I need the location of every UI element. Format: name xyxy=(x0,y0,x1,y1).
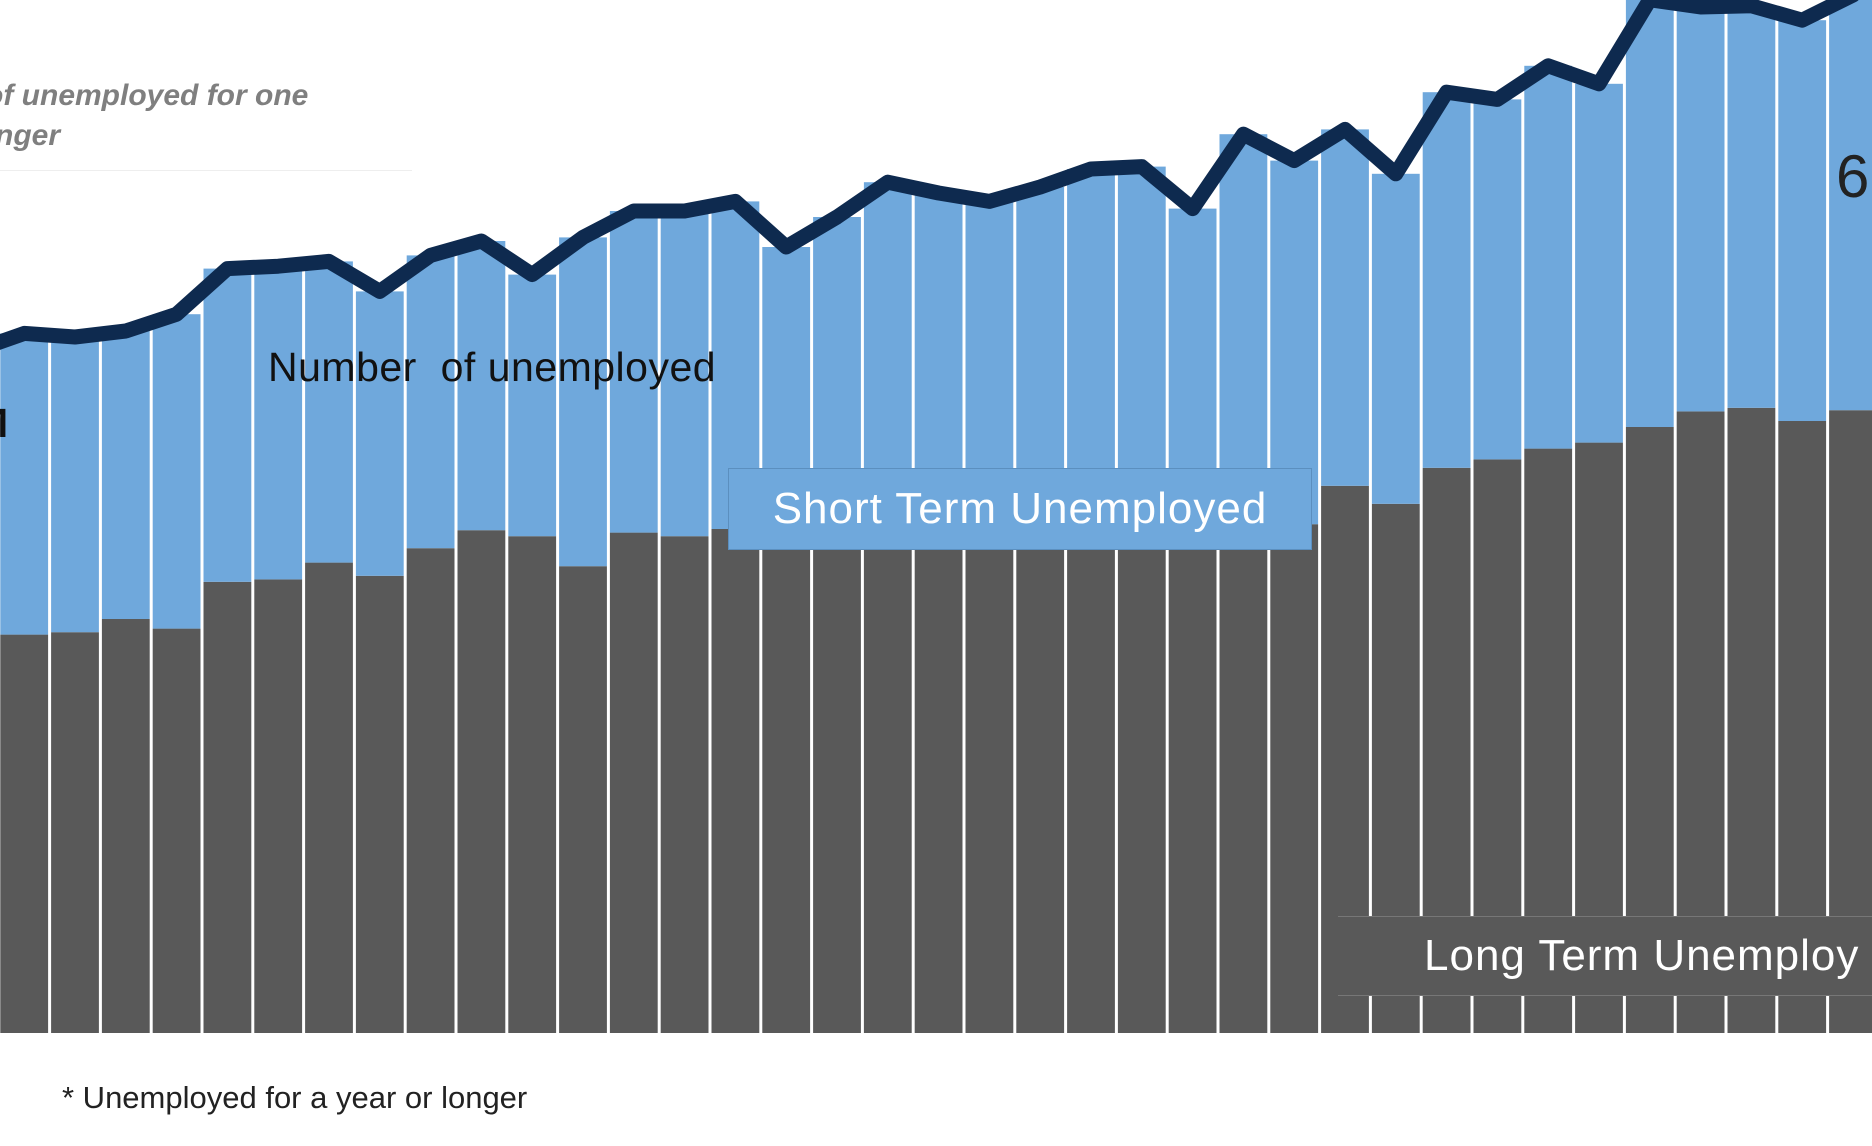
long-term-bar xyxy=(203,581,252,1033)
short-term-bar xyxy=(508,274,557,537)
short-term-bar xyxy=(1473,99,1522,460)
short-term-bar xyxy=(152,314,201,629)
long-term-bar xyxy=(152,628,201,1033)
long-term-bar xyxy=(813,542,861,1033)
long-term-bar xyxy=(101,619,150,1033)
long-term-bar xyxy=(1168,535,1217,1033)
long-term-bar xyxy=(559,566,607,1033)
long-term-bar xyxy=(305,562,353,1033)
long-term-bar xyxy=(1219,496,1268,1034)
short-term-bar xyxy=(1371,173,1420,504)
legend-text-value: ber of unemployed for one or longer xyxy=(0,79,309,152)
short-term-bar xyxy=(863,182,912,523)
short-term-bar xyxy=(1270,160,1319,525)
short-term-bar xyxy=(355,291,404,576)
short-term-bar xyxy=(1422,92,1471,468)
short-term-bar xyxy=(1219,134,1268,497)
start-value-label: M xyxy=(0,400,8,447)
total-line-label: Number of unemployed xyxy=(268,344,717,390)
long-term-bar xyxy=(406,548,455,1033)
long-term-bar xyxy=(1270,524,1319,1033)
short-term-bar xyxy=(1575,83,1623,443)
long-term-bar xyxy=(1016,520,1065,1033)
long-term-label: Long Term Unemploy xyxy=(1338,916,1872,996)
long-term-bar xyxy=(457,530,506,1033)
short-term-bar xyxy=(1625,0,1674,428)
footnote: * Unemployed for a year or longer xyxy=(62,1080,528,1115)
long-term-bar xyxy=(660,536,709,1033)
short-term-bar xyxy=(1321,129,1369,486)
legend-box xyxy=(0,66,412,171)
end-value-label: 6 xyxy=(1836,143,1870,210)
long-term-bar xyxy=(254,579,303,1033)
long-term-bar xyxy=(762,536,811,1033)
long-term-bar xyxy=(711,529,760,1033)
long-term-bar xyxy=(355,575,404,1033)
long-term-bar xyxy=(0,634,49,1033)
short-term-bar xyxy=(1016,187,1065,521)
line-layer xyxy=(0,0,1859,350)
long-term-bar xyxy=(51,632,99,1033)
short-term-bar xyxy=(51,337,99,633)
short-term-bar xyxy=(457,241,506,531)
short-term-label: Short Term Unemployed xyxy=(728,468,1312,550)
short-term-bar xyxy=(660,211,709,537)
short-term-bar xyxy=(406,255,455,549)
short-term-bar xyxy=(203,268,252,582)
bars-layer xyxy=(0,0,1872,1034)
short-term-bar xyxy=(1829,0,1872,411)
short-term-bar xyxy=(609,211,658,533)
total-unemployed-line xyxy=(0,0,1859,350)
short-term-bar xyxy=(1524,65,1573,449)
short-term-bar xyxy=(254,266,303,580)
long-term-bar xyxy=(1117,511,1166,1033)
long-term-bar xyxy=(508,536,557,1033)
long-term-bar xyxy=(1067,512,1115,1033)
short-term-bar xyxy=(1067,169,1115,513)
short-term-bar xyxy=(1727,5,1776,408)
legend-text: ber of unemployed for one or longer xyxy=(0,76,430,156)
short-term-bar xyxy=(559,237,607,567)
short-term-bar xyxy=(0,333,49,635)
long-term-bar xyxy=(609,532,658,1033)
long-term-bar xyxy=(863,523,912,1033)
long-term-bar xyxy=(965,542,1014,1033)
long-term-bar xyxy=(914,542,963,1033)
short-term-bar xyxy=(1778,20,1827,421)
short-term-bar xyxy=(101,331,150,619)
short-term-bar xyxy=(305,261,353,563)
short-term-bar xyxy=(1676,7,1725,412)
short-term-bar xyxy=(1117,166,1166,511)
